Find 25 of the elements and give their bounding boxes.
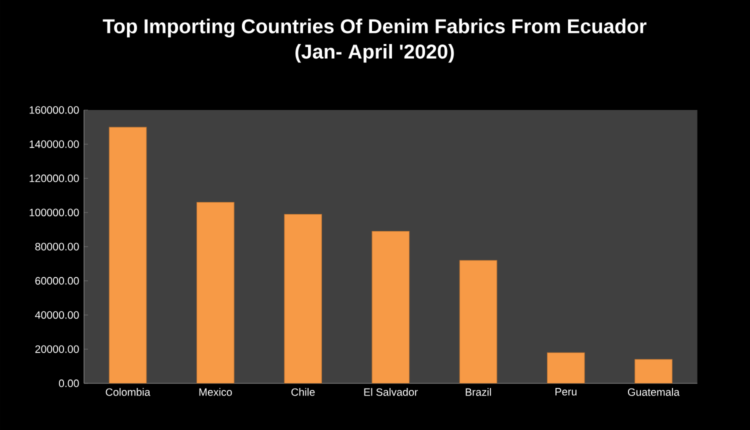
x-tick-label: Brazil bbox=[466, 388, 491, 396]
bar bbox=[108, 126, 147, 384]
y-tick-label: 120000.00 bbox=[30, 174, 79, 182]
bar bbox=[284, 214, 322, 384]
y-tick-label: 80000.00 bbox=[35, 242, 79, 250]
x-tick-label: Chile bbox=[291, 388, 315, 396]
x-tick-label: Colombia bbox=[106, 388, 150, 396]
bar bbox=[196, 202, 234, 384]
x-tick-label: El Salvador bbox=[364, 388, 418, 396]
y-tick-label: 160000.00 bbox=[30, 106, 79, 114]
y-tick-label: 20000.00 bbox=[35, 345, 79, 353]
y-tick-label: 60000.00 bbox=[35, 277, 79, 285]
bar bbox=[634, 359, 672, 384]
y-tick-label: 0.00 bbox=[58, 380, 79, 388]
bar bbox=[372, 231, 410, 384]
y-tick-label: 40000.00 bbox=[35, 311, 79, 319]
bar bbox=[546, 352, 585, 384]
x-tick-label: Mexico bbox=[199, 388, 232, 396]
bar bbox=[459, 260, 498, 384]
y-tick-label: 100000.00 bbox=[30, 208, 79, 216]
x-tick-label: Peru bbox=[556, 388, 576, 396]
y-tick-label: 140000.00 bbox=[30, 140, 79, 148]
chart-title: Top Importing Countries Of Denim Fabrics From Ecuador bbox=[102, 18, 646, 38]
chart-subtitle: (Jan- April '2020) bbox=[295, 44, 454, 63]
x-tick-label: Guatemala bbox=[628, 388, 680, 396]
